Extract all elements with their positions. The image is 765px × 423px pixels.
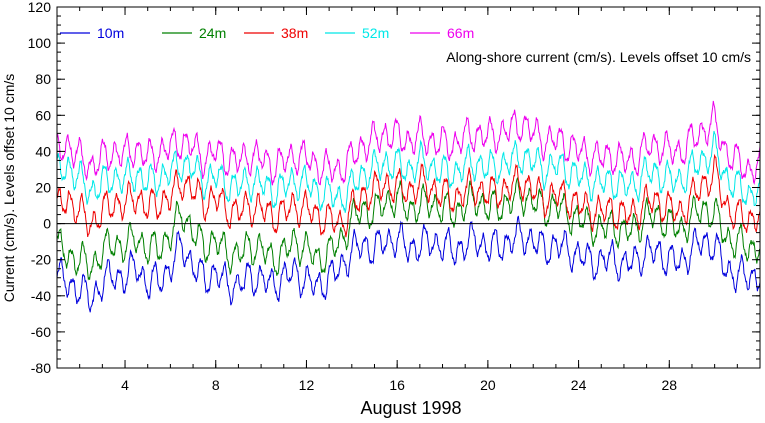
x-axis-label: August 1998	[360, 398, 461, 418]
series-layer	[56, 100, 761, 313]
x-tick-label: 4	[121, 377, 129, 393]
legend-label-52m: 52m	[362, 25, 389, 41]
x-tick-label: 28	[662, 377, 678, 393]
y-tick-label: -80	[31, 360, 51, 376]
y-tick-label: 100	[28, 35, 52, 51]
axes-layer: 4 8 12 16 20 24 28 -80 -60 -40 -20 0 20 40 60 80 100 120	[28, 0, 761, 393]
series-line-10m	[56, 215, 761, 313]
legend: 10m 24m 38m 52m 66m	[60, 25, 474, 41]
series-line-52m	[56, 130, 761, 213]
y-tick-label: -40	[31, 288, 51, 304]
x-tick-label: 16	[389, 377, 405, 393]
y-tick-label: 20	[35, 180, 51, 196]
series-line-38m	[56, 153, 761, 238]
legend-label-10m: 10m	[97, 25, 124, 41]
legend-label-38m: 38m	[281, 25, 308, 41]
y-tick-label: 40	[35, 143, 51, 159]
legend-label-24m: 24m	[199, 25, 226, 41]
y-tick-label: -60	[31, 324, 51, 340]
y-tick-label: 60	[35, 107, 51, 123]
y-tick-label: -20	[31, 252, 51, 268]
x-tick-label: 12	[299, 377, 315, 393]
legend-label-66m: 66m	[447, 25, 474, 41]
y-tick-label: 80	[35, 71, 51, 87]
series-line-24m	[56, 176, 761, 281]
x-tick-label: 8	[212, 377, 220, 393]
y-tick-label: 120	[28, 0, 52, 15]
y-axis-label: Current (cm/s). Levels offset 10 cm/s	[1, 74, 17, 302]
x-tick-label: 24	[571, 377, 587, 393]
x-tick-label: 20	[480, 377, 496, 393]
series-line-66m	[56, 100, 761, 186]
chart-annotation: Along-shore current (cm/s). Levels offse…	[446, 49, 751, 65]
y-tick-label: 0	[43, 216, 51, 232]
